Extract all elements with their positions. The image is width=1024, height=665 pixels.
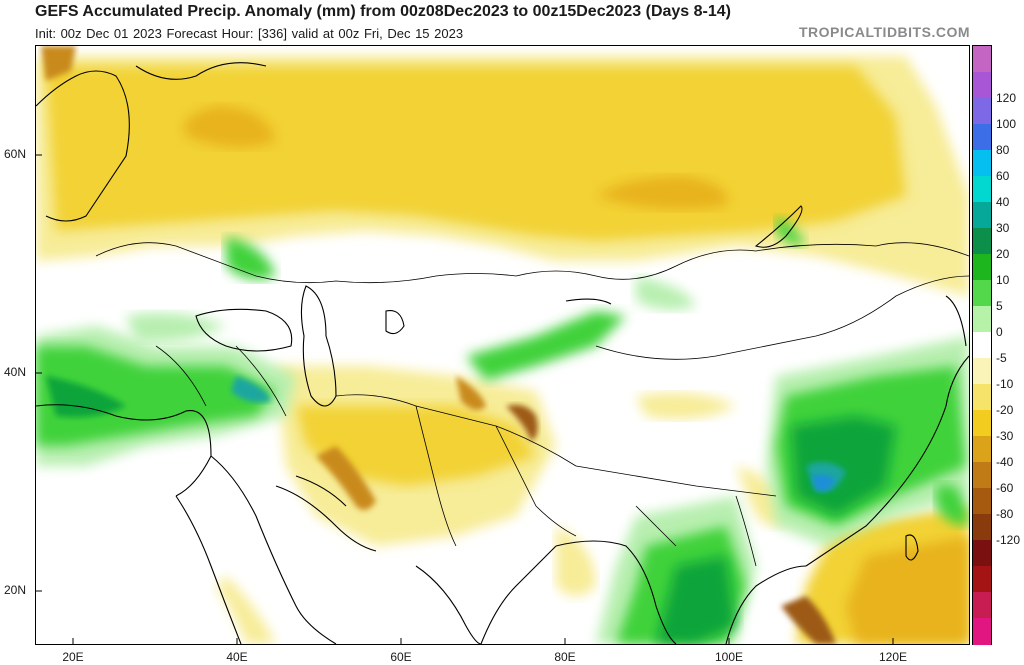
colorbar-tick-label: 60 [996, 169, 1010, 183]
lon-label-60e: 60E [390, 650, 412, 664]
colorbar-tick-label: 100 [996, 117, 1017, 131]
colorbar-swatch [973, 540, 991, 567]
colorbar-swatch [973, 410, 991, 437]
coastlines-and-borders [36, 62, 969, 644]
map-canvas [36, 46, 969, 644]
lon-label-20e: 20E [62, 650, 84, 664]
colorbar-tick-label: -80 [996, 507, 1014, 521]
colorbar-swatch [973, 124, 991, 151]
colorbar-tick-label: 120 [996, 91, 1017, 105]
colorbar-swatch [973, 46, 991, 73]
colorbar-swatch [973, 176, 991, 203]
colorbar-tick-label: -60 [996, 481, 1014, 495]
colorbar-swatch [973, 462, 991, 489]
lat-label-60n: 60N [4, 147, 27, 161]
lon-label-40e: 40E [226, 650, 248, 664]
colorbar-swatch [973, 98, 991, 125]
colorbar-swatch [973, 332, 991, 359]
colorbar-swatch [973, 254, 991, 281]
colorbar-swatch [973, 566, 991, 593]
colorbar-tick-label: -5 [996, 351, 1007, 365]
colorbar-swatch [973, 306, 991, 333]
colorbar-swatch [973, 488, 991, 515]
lon-label-80e: 80E [554, 650, 576, 664]
colorbar-swatch [973, 228, 991, 255]
colorbar-tick-label: 40 [996, 195, 1010, 209]
colorbar-swatch [973, 592, 991, 619]
colorbar-swatch [973, 150, 991, 177]
colorbar-tick-label: 80 [996, 143, 1010, 157]
colorbar-tick-label: 20 [996, 247, 1010, 261]
colorbar-tick-label: 5 [996, 299, 1003, 313]
colorbar-tick-label: -20 [996, 403, 1014, 417]
colorbar-swatch [973, 202, 991, 229]
brand-logo[interactable]: TROPICALTIDBITS.COM [798, 24, 970, 40]
graticule-ticks [36, 154, 894, 644]
colorbar-tick-label: -120 [996, 533, 1021, 547]
dry-anomaly-field [36, 46, 969, 644]
lon-label-120e: 120E [878, 650, 908, 664]
colorbar-tick-label: -30 [996, 429, 1014, 443]
colorbar-tick-label: 30 [996, 221, 1010, 235]
lat-label-40n: 40N [4, 365, 27, 379]
colorbar-tick-label: -10 [996, 377, 1014, 391]
colorbar-swatch [973, 618, 991, 645]
wet-anomaly-field [36, 216, 969, 644]
map-title: GEFS Accumulated Precip. Anomaly (mm) fr… [35, 3, 731, 20]
colorbar-swatch [973, 384, 991, 411]
precip-colorbar [972, 45, 992, 645]
colorbar-tick-label: 10 [996, 273, 1010, 287]
colorbar-tick-label: -40 [996, 455, 1014, 469]
colorbar-swatch [973, 436, 991, 463]
colorbar-swatch [973, 72, 991, 99]
colorbar-tick-label: 0 [996, 325, 1003, 339]
colorbar-swatch [973, 358, 991, 385]
colorbar-swatch [973, 514, 991, 541]
forecast-info: Init: 00z Dec 01 2023 Forecast Hour: [33… [35, 26, 464, 41]
lon-label-100e: 100E [714, 650, 744, 664]
lat-label-20n: 20N [4, 583, 27, 597]
precip-anomaly-map [35, 45, 970, 645]
colorbar-swatch [973, 280, 991, 307]
